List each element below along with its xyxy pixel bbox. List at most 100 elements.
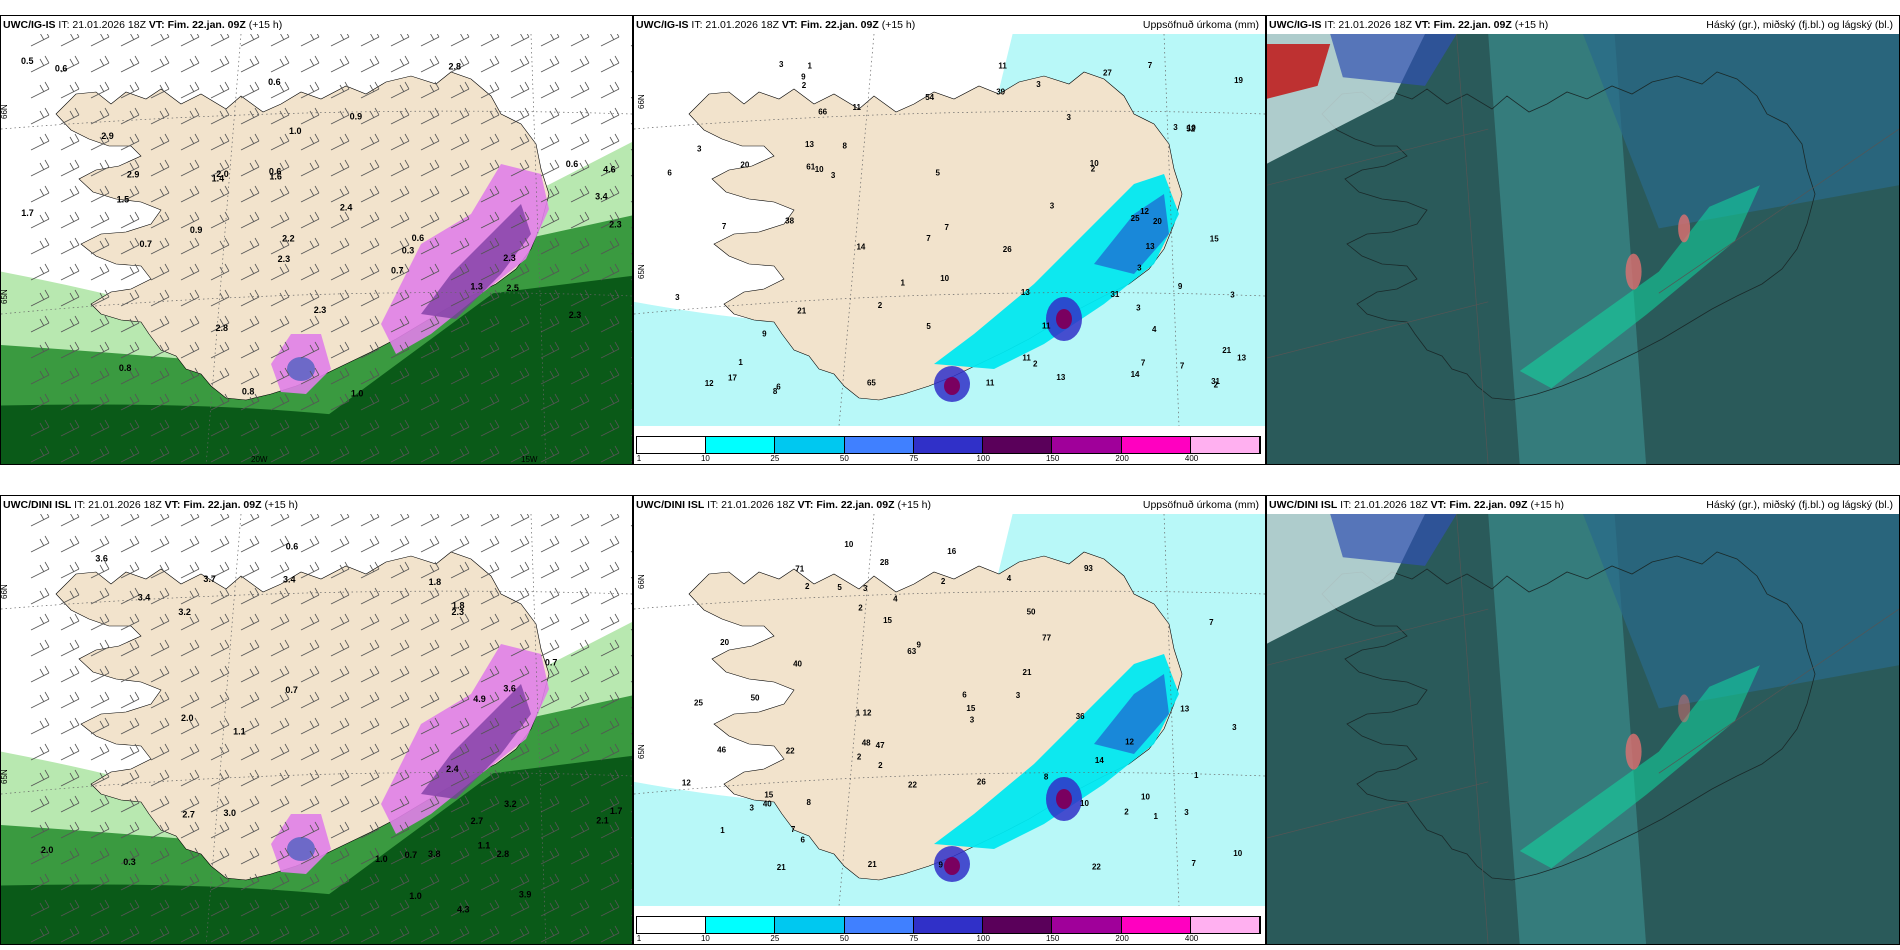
precip-value-label: 2 (1033, 360, 1038, 369)
valid-time: VT: Fim. 22.jan. 09Z (164, 499, 262, 511)
precip-value-label: 71 (795, 565, 804, 574)
snow-value-label: 1.0 (409, 891, 422, 901)
precip-value-label: 40 (793, 660, 802, 669)
precip-value-label: 9 (762, 329, 767, 338)
colorbar-tick-label: 400 (1184, 934, 1199, 943)
precip-value-label: 46 (717, 745, 726, 754)
precip-value-label: 2 (1214, 380, 1219, 389)
snow-value-label: 1.8 (452, 601, 465, 611)
lead-time: (+15 h) (878, 19, 916, 31)
precip-value-label: 22 (1092, 863, 1101, 872)
panel-cloud-row2: UWC/DINI ISL IT: 21.01.2026 18Z VT: Fim.… (1266, 495, 1900, 945)
snow-value-label: 2.8 (216, 323, 229, 333)
precip-value-label: 11 (986, 379, 995, 388)
panel-subtitle: Háský (gr.), miðský (fj.bl.) og lágský (… (1706, 19, 1893, 31)
precip-value-label: 1 (808, 62, 813, 71)
precip-value-label: 3 (1232, 723, 1237, 732)
colorbar-tick-label: 200 (1115, 454, 1129, 463)
colorbar-tick-label: 1 (636, 454, 642, 463)
panel-subtitle: Háský (gr.), miðský (fj.bl.) og lágský (… (1706, 499, 1893, 511)
snow-value-label: 0.9 (190, 225, 203, 235)
colorbar-tick-label: 50 (839, 934, 849, 943)
colorbar-swatch (706, 917, 776, 933)
precip-value-label: 31 (1211, 377, 1220, 386)
snow-value-label: 0.6 (412, 233, 425, 243)
precip-value-label: 5 (935, 169, 940, 178)
precip-value-label: 1 (738, 358, 743, 367)
snow-value-label: 0.8 (242, 386, 255, 396)
snow-value-label: 3.0 (223, 808, 236, 818)
snow-value-label: 0.6 (286, 541, 299, 551)
precip-value-label: 3 (779, 60, 784, 69)
precip-value-label: 2 (878, 761, 883, 770)
precip-value-label: 15 (1210, 235, 1219, 244)
precip-value-label: 1 (720, 826, 725, 835)
snow-value-label: 2.3 (503, 253, 516, 263)
colorbar-swatch (913, 437, 984, 453)
precip-value-label: 9 (801, 73, 806, 82)
precip-value-label: 15 (966, 704, 975, 713)
colorbar-swatch (913, 917, 984, 933)
init-time: IT: 21.01.2026 18Z (1321, 19, 1415, 31)
colorbar-tick-label: 200 (1115, 934, 1129, 943)
lat-label: 65N (637, 264, 646, 279)
precip-value-label: 6 (776, 382, 781, 391)
precip-value-label: 93 (1084, 564, 1093, 573)
colorbar-tick-label: 10 (700, 454, 710, 463)
snow-value-label: 2.8 (497, 849, 510, 859)
precip-value-label: 13 (805, 140, 814, 149)
precip-value-label: 13 (1180, 705, 1189, 714)
precip-value-label: 3 (675, 293, 680, 302)
precip-value-label: 2 (858, 604, 863, 613)
snow-value-label: 3.9 (519, 890, 532, 900)
snow-value-label: 2.3 (609, 220, 622, 230)
model-label: UWC/IG-IS (1269, 19, 1322, 31)
precip-value-label: 22 (786, 747, 795, 756)
init-time: IT: 21.01.2026 18Z (71, 499, 165, 511)
panel-precip-row2: UWC/DINI ISL IT: 21.01.2026 18Z VT: Fim.… (633, 495, 1266, 945)
panel-subtitle: Uppsöfnuð úrkoma (mm) (1142, 499, 1259, 511)
colorbar-swatch (1121, 917, 1191, 933)
precip-value-label: 12 (863, 708, 872, 717)
precip-value-label: 6 (962, 691, 967, 700)
precip-value-label: 20 (1153, 217, 1162, 226)
snow-value-label: 2.4 (340, 202, 353, 212)
precip-value-label: 10 (1080, 799, 1089, 808)
precip-value-label: 7 (791, 825, 796, 834)
precip-value-label: 13 (1056, 373, 1065, 382)
precip-value-label: 7 (945, 223, 950, 232)
precip-value-label: 14 (856, 243, 865, 252)
snow-value-label: 2.4 (446, 764, 459, 774)
precip-value-label: 1 (1194, 771, 1199, 780)
lon-label: 20W (251, 455, 268, 464)
snow-value-label: 0.6 (566, 159, 579, 169)
cloud-map (1267, 514, 1899, 944)
precip-value-label: 3 (831, 171, 836, 180)
snow-value-label: 0.9 (350, 111, 363, 121)
panel-title: UWC/DINI ISL IT: 21.01.2026 18Z VT: Fim.… (1269, 499, 1564, 512)
lead-time: (+15 h) (1511, 19, 1549, 31)
precip-value-label: 26 (977, 777, 986, 786)
precip-value-label: 2 (1124, 807, 1129, 816)
precip-value-label: 3 (749, 804, 754, 813)
snow-value-label: 3.6 (95, 554, 108, 564)
precip-value-label: 4 (893, 595, 898, 604)
lat-label: 65N (637, 744, 646, 759)
snow-value-label: 1.6 (269, 172, 282, 182)
colorbar-swatch (844, 437, 914, 453)
precip-map: 66N65N3336121211312203377891315117681331… (634, 34, 1265, 464)
precip-value-label: 52 (1186, 124, 1195, 133)
colorbar-tick-label: 150 (1045, 934, 1060, 943)
precip-value-label: 13 (1021, 288, 1030, 297)
precip-value-label: 3 (970, 716, 975, 725)
precip-value-label: 21 (797, 306, 806, 315)
precip-value-label: 65 (867, 378, 876, 387)
precip-value-label: 4 (1152, 325, 1157, 334)
lat-label: 66N (637, 574, 646, 589)
snow-value-label: 3.6 (503, 684, 516, 694)
precip-value-label: 3 (1016, 691, 1021, 700)
colorbar-tick-label: 10 (700, 934, 710, 943)
snow-value-label: 2.9 (127, 169, 140, 179)
precip-value-label: 3 (863, 584, 868, 593)
